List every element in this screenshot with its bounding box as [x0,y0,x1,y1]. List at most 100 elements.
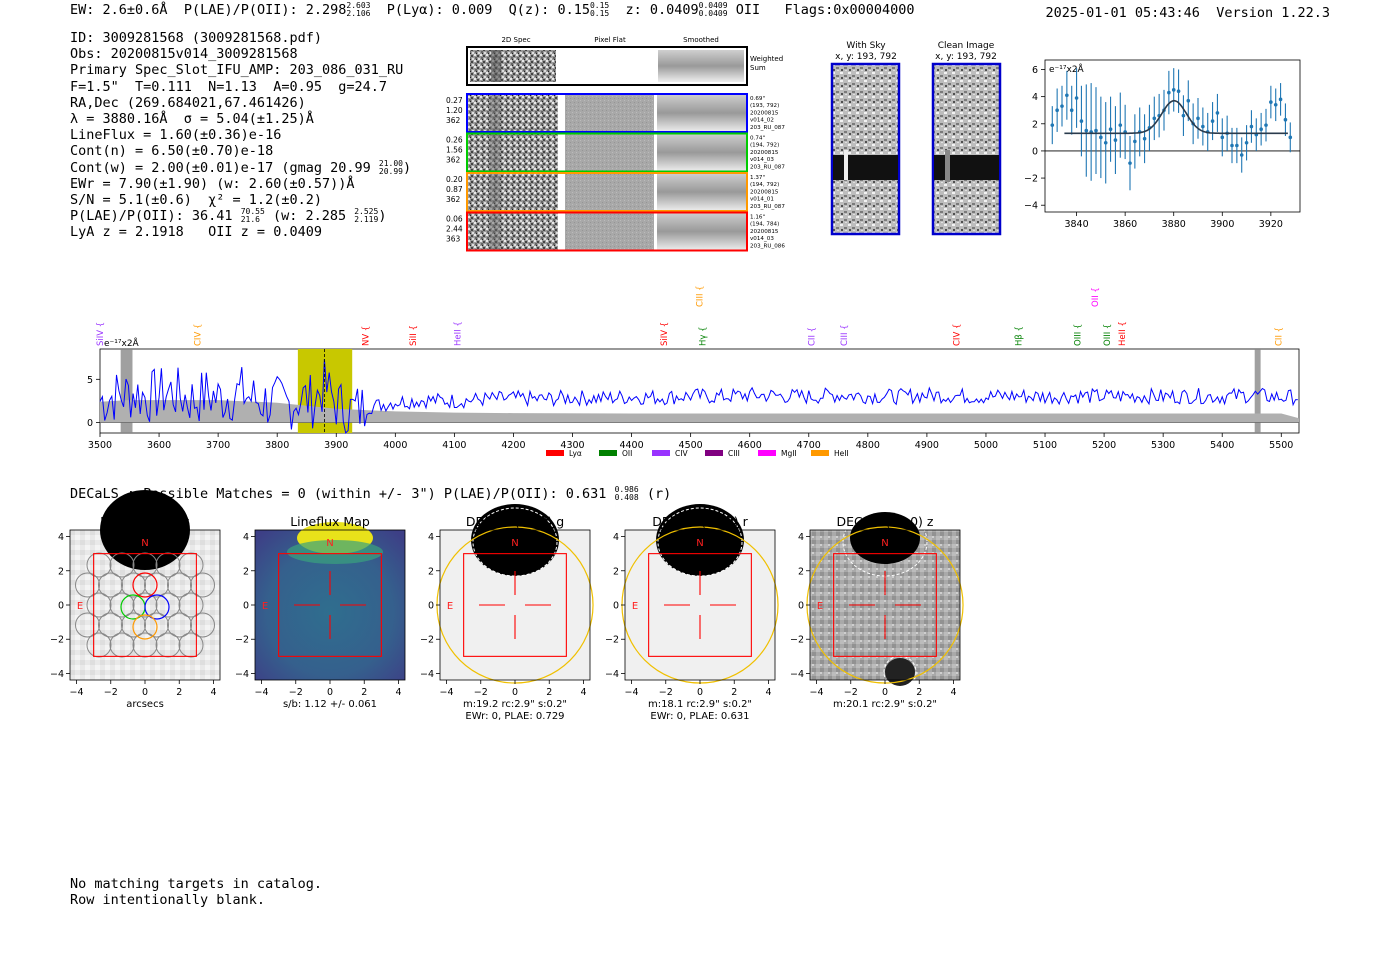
panel-warm-spot [287,540,383,564]
fiber-circle [132,592,158,618]
panel-xtick-label: 4 [765,687,771,698]
with-sky-bright-streak [844,150,848,180]
header-right: 2025-01-01 05:43:46 Version 1.22.3 [1046,5,1331,21]
fiber-circle [75,612,100,638]
panel-ytick-label: −2 [50,635,64,646]
cutout-right-stat: v014_02 [750,118,774,124]
z-text: z: 0.0409 [625,2,699,18]
spectrum-line-label: CIII { [696,285,706,307]
info-plae-row: P(LAE)/P(OII): 36.41 70.55 21.6 (w: 2.285… [70,207,387,225]
zoom-point [1244,140,1249,145]
zoom-point [1171,88,1176,92]
cutout-2d-spec [468,212,558,251]
info-contn: Cont(n) = 6.50(±0.70)e-18 [70,143,274,160]
spectrum-line-label: CII { [1274,327,1284,346]
panel-xtick-label: 4 [580,687,586,698]
datetime-text: 2025-01-01 05:43:46 [1045,5,1200,21]
legend-label: CIV [675,449,688,458]
cutout-left-stat: 362 [446,195,461,204]
panel-xtick-label: 2 [731,687,737,698]
spectrum-xtick-label: 4500 [679,440,703,451]
cutout-right-stat: 203_RU_087 [750,164,785,170]
panel-ytick-label: 0 [798,601,804,612]
cutout-left-stat: 2.44 [446,225,463,234]
spectrum-line-label: CIV { [193,324,203,346]
panel-east-label: E [262,601,268,612]
footer-line-2: Row intentionally blank. [70,892,266,908]
weighted-sum-2d [470,50,556,82]
zoom-point [1220,135,1225,140]
fiber-circle [190,572,215,598]
info-plae-range: 70.55 21.6 [240,207,265,225]
spectrum-line-label: OIII { [1074,324,1084,346]
fiber-circle-highlight [144,594,170,620]
with-sky-title: With Sky [846,41,886,51]
fiber-circle [98,572,123,598]
panel-ytick-label: 4 [58,532,64,543]
zoom-chart-ylabel: e⁻¹⁷x2Å [1049,63,1085,75]
spectrum-xtick-label: 3600 [147,440,171,451]
panel-xtick-label: −2 [474,687,488,698]
legend-swatch [705,450,723,456]
panel-north-label: N [511,538,518,549]
zoom-point [1103,140,1108,145]
legend-swatch [599,450,617,456]
zoom-ytick-label: 0 [1032,146,1038,157]
info-id: ID: 3009281568 (3009281568.pdf) [70,30,322,46]
zoom-point [1259,127,1263,132]
fiber-circle [155,592,181,618]
clean-image-image [931,62,1002,236]
info-lambda: λ = 3880.16Å σ = 5.04(±1.25)Å [70,111,314,128]
clean-image-grey-streak [945,150,950,182]
zoom-xtick-label: 3840 [1064,219,1088,230]
z-line-text: OII [735,2,761,18]
cutout-2d-spec [468,133,558,172]
info-contw-row: Cont(w) = 2.00(±0.01)e-17 (gmag 20.99 21… [70,158,412,176]
zoom-point [1269,100,1273,104]
sky-images: With Sky x, y: 193, 792 Clean Image x, y… [830,41,1002,236]
zoom-point [1050,123,1055,127]
panel-xtick-label: −2 [289,687,303,698]
decals-panel: N E Lineflux Map −4 −4 −2 −2 0 0 2 2 4 4 s/b: 1.12 +/… [235,514,406,710]
zoom-chart-frame [1044,59,1301,213]
cutout-right-stat: 1.16" [750,215,765,221]
fiber-circle [178,552,204,578]
cutout-row-frame [466,93,748,133]
panel-ytick-label: 4 [243,532,249,543]
spectrum-xtick-label: 4900 [915,440,939,451]
zoom-ytick-label: 4 [1032,92,1038,103]
spectrum-xtick-label: 4800 [856,440,880,451]
info-plae-w: (w: 2.285 [272,208,347,225]
spectrum-ylabel: e⁻¹⁷x2Å [104,337,140,349]
spectrum-xtick-label: 3500 [88,440,112,451]
fiber-circle [167,612,192,638]
zoom-point [1264,123,1268,127]
fiber-circle [178,632,204,658]
zoom-point [1196,116,1200,121]
panel-ytick-label: −2 [420,635,434,646]
cutout-right-stat: 1.37" [750,175,765,181]
fiber-circle [167,572,192,598]
cutout-right-stat: 20200815 [750,229,779,235]
panel-ytick-label: −4 [790,669,804,680]
fiber-circle [109,632,135,658]
zoom-point [1142,136,1147,141]
spectrum-line-label: HeII { [1118,321,1128,346]
zoom-point [1186,98,1191,103]
cutout-left-stat: 0.06 [446,215,463,224]
cutout-right-stat: 0.69" [750,96,765,102]
panel-xtick-label: −4 [810,687,824,698]
zoom-point [1283,117,1288,122]
cutout-smoothed [657,212,746,251]
cutout-2d-spec [468,173,558,211]
cutout-left-stat: 362 [446,116,461,125]
zoom-point [1069,108,1074,113]
spectrum-xtick-label: 5500 [1269,440,1293,451]
zoom-ytick-label: −4 [1024,201,1038,212]
cutout-right-stat: 203_RU_087 [750,125,785,131]
fiber-circle [75,572,100,598]
info-sn: S/N = 5.1(±0.6) χ² = 1.2(±0.2) [70,192,322,209]
